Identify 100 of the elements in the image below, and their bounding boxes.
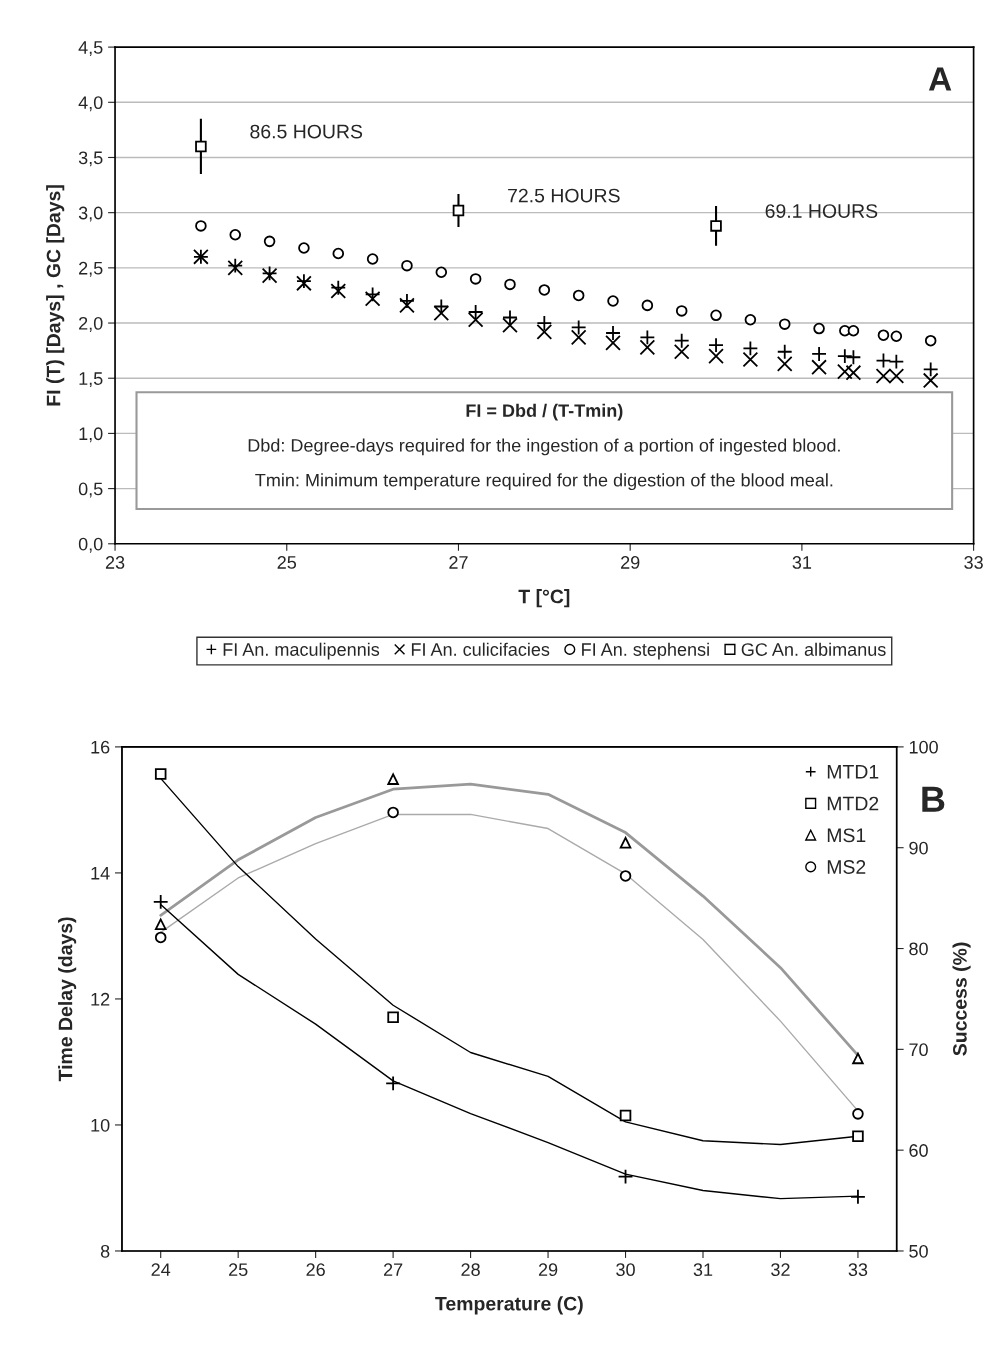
legend-label: MS1	[827, 828, 866, 843]
point	[364, 290, 381, 307]
legend-label: MS2	[827, 860, 866, 874]
point	[330, 283, 347, 299]
point	[366, 253, 379, 265]
point	[845, 349, 862, 366]
point	[710, 309, 722, 322]
point	[776, 343, 793, 360]
y-tick-label: 3,0	[78, 206, 103, 222]
y-tick-label: 2,0	[79, 316, 103, 332]
point	[744, 313, 757, 326]
x-tick-label: 33	[964, 556, 983, 569]
point	[811, 359, 827, 376]
point	[852, 1108, 864, 1120]
point	[195, 140, 207, 153]
annotation: Dbd: Degree-days required for the ingestion of a portion of ingested blood.	[248, 438, 840, 456]
point	[617, 1168, 634, 1185]
y-axis-title: Time Delay (days)	[58, 917, 77, 1082]
x-tick-label: 25	[229, 1263, 248, 1277]
point	[890, 330, 903, 343]
point	[229, 228, 242, 241]
y2-tick-label: 80	[909, 942, 928, 956]
text: B	[922, 786, 945, 812]
x-tick-label: 29	[621, 556, 640, 569]
point	[195, 220, 207, 232]
point	[710, 220, 722, 232]
y2-tick-label: 70	[909, 1043, 928, 1057]
point	[708, 348, 724, 365]
point	[452, 204, 465, 217]
legend-label: MTD1	[827, 765, 879, 779]
point	[330, 279, 347, 296]
x-tick-label: 33	[848, 1263, 868, 1277]
point	[387, 1011, 399, 1023]
point	[619, 836, 632, 849]
point	[675, 305, 688, 317]
y2-tick-label: 50	[909, 1244, 928, 1258]
point	[387, 806, 399, 819]
point	[639, 339, 656, 356]
point	[922, 361, 939, 378]
y2-axis-title: Success (%)	[952, 942, 971, 1056]
x-tick-label: 32	[771, 1263, 790, 1277]
x-tick-label: 27	[383, 1263, 403, 1276]
point	[607, 295, 619, 307]
point	[154, 931, 167, 944]
annotation: FI = Dbd / (T-Tmin)	[466, 403, 623, 421]
point	[152, 894, 169, 910]
point	[385, 1075, 401, 1092]
point	[298, 242, 310, 254]
y-tick-label: 16	[91, 740, 110, 754]
x-axis-title: Temperature (C)	[435, 1296, 583, 1315]
y-tick-label: 4,0	[78, 96, 103, 112]
annotation: 86.5 HOURS	[250, 124, 363, 139]
legend-label: FI An. stephensi	[582, 642, 709, 660]
y-tick-label: 4,5	[78, 41, 103, 56]
point	[467, 311, 484, 328]
y-tick-label: 12	[91, 992, 110, 1006]
legend-label: GC An. albimanus	[741, 642, 886, 656]
point	[852, 1052, 864, 1065]
point	[742, 340, 759, 357]
annotation: A	[928, 67, 952, 91]
y2-tick-label: 60	[909, 1144, 928, 1157]
y-tick-label: 2,5	[79, 261, 103, 277]
y-tick-label: 3,5	[78, 151, 103, 167]
x-tick-label: 29	[538, 1263, 558, 1277]
legend-label: FI An. maculipennis	[223, 642, 380, 660]
point	[504, 278, 516, 291]
point	[570, 329, 587, 346]
legend-label: FI An. culicifacies	[411, 642, 550, 656]
point	[924, 334, 937, 347]
point	[502, 317, 518, 334]
y2-tick-label: 90	[909, 841, 928, 855]
point	[435, 266, 448, 279]
x-tick-label: 27	[449, 556, 468, 569]
point	[536, 315, 553, 331]
x-tick-label: 30	[616, 1263, 635, 1277]
point	[401, 259, 413, 272]
x-axis-title: T [°C]	[518, 589, 570, 608]
point	[922, 372, 939, 389]
point	[619, 1109, 632, 1122]
annotation: 72.5 HOURS	[508, 188, 620, 203]
point	[469, 273, 482, 285]
point	[778, 318, 791, 330]
point	[877, 329, 890, 341]
point	[605, 335, 621, 351]
point	[673, 332, 690, 349]
y-axis-title: FI (T) [Days] , GC [Days]	[46, 185, 65, 406]
point	[387, 773, 399, 785]
legend-label: MTD2	[827, 796, 879, 811]
x-tick-label: 26	[306, 1263, 325, 1277]
point	[538, 284, 551, 296]
point	[673, 343, 690, 360]
point	[742, 351, 759, 368]
y-tick-label: 0,0	[78, 537, 103, 553]
point	[570, 319, 587, 336]
point	[364, 286, 381, 303]
point	[875, 352, 892, 369]
y-tick-label: 1,5	[79, 372, 103, 388]
annotation: Tmin: Minimum temperature required for the digestion of the blood meal.	[255, 473, 833, 491]
x-tick-label: 31	[792, 556, 812, 569]
point	[847, 325, 860, 337]
